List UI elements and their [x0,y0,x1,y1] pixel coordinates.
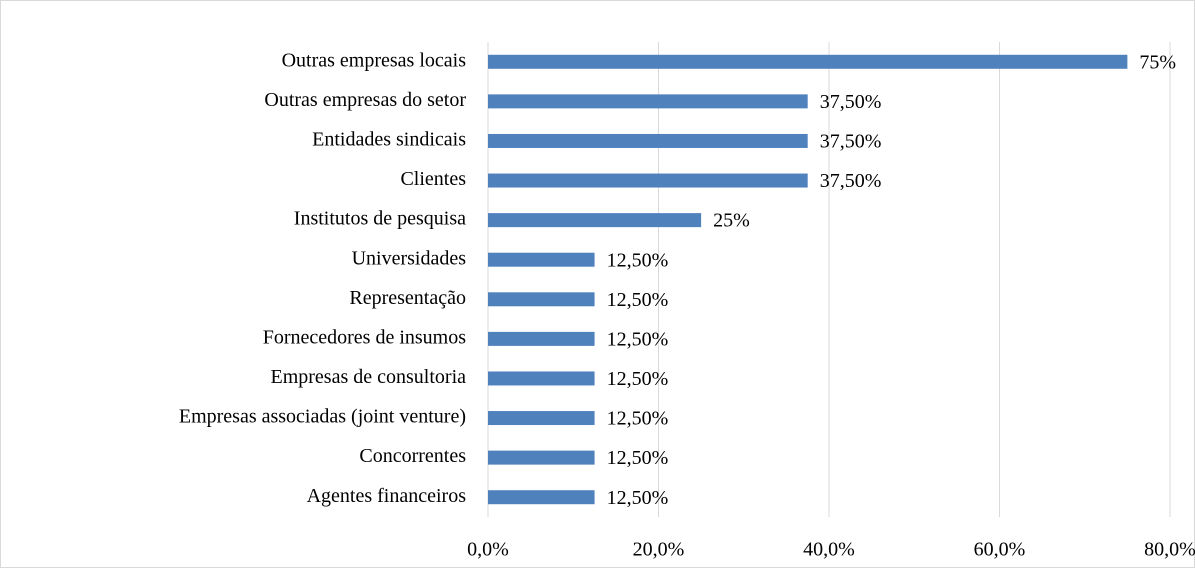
x-tick-label: 0,0% [467,539,509,561]
y-tick-label: Empresas associadas (joint venture) [179,406,466,428]
bar [488,173,808,188]
x-tick-label: 40,0% [803,539,855,561]
value-label: 75% [1139,51,1176,73]
bar [488,411,595,426]
bar [488,213,702,228]
y-tick-label: Concorrentes [359,445,466,467]
y-tick-label: Fornecedores de insumos [263,326,467,348]
x-tick-label: 20,0% [633,539,685,561]
value-label: 12,50% [607,368,669,390]
y-tick-label: Clientes [400,168,466,190]
bar [488,252,595,267]
y-tick-label: Agentes financeiros [307,485,467,507]
value-label: 12,50% [607,328,669,350]
value-label: 37,50% [820,91,882,113]
bar [488,450,595,465]
y-tick-label: Empresas de consultoria [271,366,467,388]
y-tick-label: Outras empresas do setor [264,89,466,111]
bar [488,371,595,386]
value-label: 37,50% [820,170,882,192]
value-label: 12,50% [607,487,669,509]
bar [488,331,595,346]
value-label: 37,50% [820,131,882,153]
value-label: 12,50% [607,408,669,430]
x-tick-label: 80,0% [1144,539,1195,561]
value-label: 25% [713,210,750,232]
value-label: 12,50% [607,289,669,311]
bar [488,292,595,307]
y-tick-label: Entidades sindicais [312,129,466,151]
bar [488,54,1128,69]
x-tick-label: 60,0% [974,539,1026,561]
value-label: 12,50% [607,249,669,271]
bar [488,94,808,109]
y-tick-label: Institutos de pesquisa [294,208,466,230]
bar [488,490,595,505]
value-label: 12,50% [607,447,669,469]
y-tick-label: Outras empresas locais [282,49,467,71]
y-tick-label: Representação [349,287,466,309]
bar [488,133,808,148]
y-tick-label: Universidades [352,247,467,269]
